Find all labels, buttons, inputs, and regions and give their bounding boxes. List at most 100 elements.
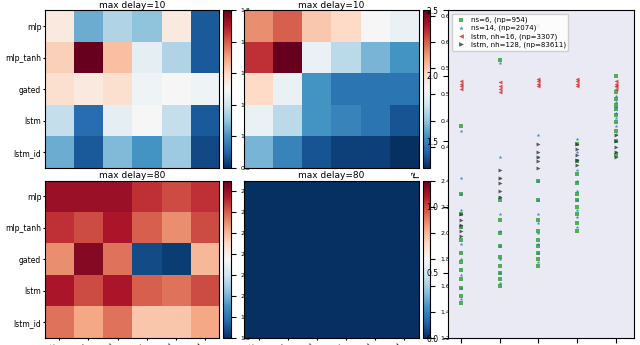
ns=6, (np=954) <box>495 254 505 259</box>
lstm, nh=16, (np=3307) <box>533 81 543 87</box>
ns=14, (np=2074) <box>611 149 621 155</box>
ns=14, (np=2074) <box>533 250 543 256</box>
lstm, nh=128, (np=83611) <box>495 175 505 181</box>
lstm, nh=128, (np=83611) <box>533 165 543 170</box>
lstm, nh=128, (np=83611) <box>572 152 582 157</box>
lstm, nh=16, (np=3307) <box>572 83 582 89</box>
ns=6, (np=954) <box>495 217 505 223</box>
lstm, nh=16, (np=3307) <box>495 89 505 95</box>
ns=14, (np=2074) <box>456 296 466 302</box>
lstm, nh=16, (np=3307) <box>611 86 621 92</box>
lstm, nh=16, (np=3307) <box>456 81 466 87</box>
lstm, nh=16, (np=3307) <box>611 83 621 89</box>
lstm, nh=16, (np=3307) <box>495 83 505 89</box>
ns=6, (np=954) <box>495 230 505 236</box>
ns=14, (np=2074) <box>495 194 505 199</box>
ns=6, (np=954) <box>611 73 621 79</box>
ns=6, (np=954) <box>572 211 582 216</box>
ns=6, (np=954) <box>611 97 621 102</box>
ns=14, (np=2074) <box>611 83 621 89</box>
ns=6, (np=954) <box>533 244 543 249</box>
ns=14, (np=2074) <box>456 257 466 262</box>
lstm, nh=128, (np=83611) <box>456 233 466 239</box>
ns=14, (np=2074) <box>611 99 621 105</box>
ns=6, (np=954) <box>611 119 621 125</box>
ns=6, (np=954) <box>495 244 505 249</box>
ns=6, (np=954) <box>456 293 466 299</box>
ns=14, (np=2074) <box>495 228 505 233</box>
lstm, nh=16, (np=3307) <box>456 86 466 92</box>
lstm, nh=128, (np=83611) <box>456 228 466 233</box>
lstm, nh=128, (np=83611) <box>533 141 543 147</box>
ns=6, (np=954) <box>533 237 543 243</box>
lstm, nh=128, (np=83611) <box>572 157 582 162</box>
ns=6, (np=954) <box>456 300 466 305</box>
ns=14, (np=2074) <box>456 128 466 134</box>
lstm, nh=128, (np=83611) <box>611 132 621 138</box>
ns=14, (np=2074) <box>533 220 543 226</box>
lstm, nh=128, (np=83611) <box>456 223 466 228</box>
lstm, nh=128, (np=83611) <box>495 188 505 194</box>
ns=6, (np=954) <box>533 257 543 262</box>
ns=14, (np=2074) <box>456 207 466 213</box>
ns=6, (np=954) <box>572 171 582 177</box>
ns=6, (np=954) <box>572 220 582 226</box>
ns=6, (np=954) <box>533 23 543 29</box>
ns=14, (np=2074) <box>495 155 505 160</box>
ns=6, (np=954) <box>611 112 621 118</box>
Title: max delay=10: max delay=10 <box>99 1 165 10</box>
lstm, nh=16, (np=3307) <box>495 86 505 92</box>
lstm, nh=16, (np=3307) <box>456 83 466 89</box>
ns=6, (np=954) <box>572 204 582 210</box>
ns=14, (np=2074) <box>456 175 466 181</box>
ns=6, (np=954) <box>533 228 543 233</box>
lstm, nh=128, (np=83611) <box>456 211 466 216</box>
ns=6, (np=954) <box>572 228 582 233</box>
ns=6, (np=954) <box>495 270 505 275</box>
ns=14, (np=2074) <box>533 198 543 203</box>
ns=6, (np=954) <box>495 57 505 63</box>
lstm, nh=16, (np=3307) <box>495 80 505 85</box>
ns=14, (np=2074) <box>572 136 582 141</box>
ns=6, (np=954) <box>611 102 621 108</box>
ns=6, (np=954) <box>572 158 582 164</box>
ns=6, (np=954) <box>495 283 505 288</box>
lstm, nh=16, (np=3307) <box>533 76 543 81</box>
ns=6, (np=954) <box>611 139 621 144</box>
ns=6, (np=954) <box>611 128 621 134</box>
lstm, nh=128, (np=83611) <box>495 194 505 199</box>
ns=6, (np=954) <box>533 178 543 184</box>
ns=14, (np=2074) <box>572 215 582 220</box>
ns=14, (np=2074) <box>495 211 505 216</box>
ns=14, (np=2074) <box>456 191 466 197</box>
lstm, nh=128, (np=83611) <box>572 141 582 147</box>
ns=14, (np=2074) <box>572 178 582 184</box>
ns=14, (np=2074) <box>495 257 505 262</box>
ns=14, (np=2074) <box>456 273 466 278</box>
ns=14, (np=2074) <box>572 149 582 155</box>
ns=6, (np=954) <box>456 259 466 265</box>
lstm, nh=16, (np=3307) <box>572 76 582 81</box>
ns=14, (np=2074) <box>572 224 582 229</box>
ns=6, (np=954) <box>533 263 543 269</box>
ns=6, (np=954) <box>456 250 466 256</box>
ns=6, (np=954) <box>456 123 466 128</box>
ns=14, (np=2074) <box>611 93 621 98</box>
ns=14, (np=2074) <box>611 110 621 115</box>
ns=6, (np=954) <box>572 191 582 197</box>
ns=14, (np=2074) <box>495 270 505 275</box>
ns=6, (np=954) <box>495 198 505 203</box>
ns=14, (np=2074) <box>611 105 621 110</box>
ns=14, (np=2074) <box>456 286 466 291</box>
ns=6, (np=954) <box>533 250 543 256</box>
lstm, nh=128, (np=83611) <box>611 155 621 160</box>
lstm, nh=128, (np=83611) <box>572 162 582 168</box>
ns=14, (np=2074) <box>456 241 466 246</box>
ns=14, (np=2074) <box>572 198 582 203</box>
ns=6, (np=954) <box>572 198 582 203</box>
ns=6, (np=954) <box>611 152 621 157</box>
ns=6, (np=954) <box>533 198 543 203</box>
ns=14, (np=2074) <box>533 132 543 138</box>
ns=6, (np=954) <box>572 141 582 147</box>
ns=14, (np=2074) <box>611 123 621 128</box>
